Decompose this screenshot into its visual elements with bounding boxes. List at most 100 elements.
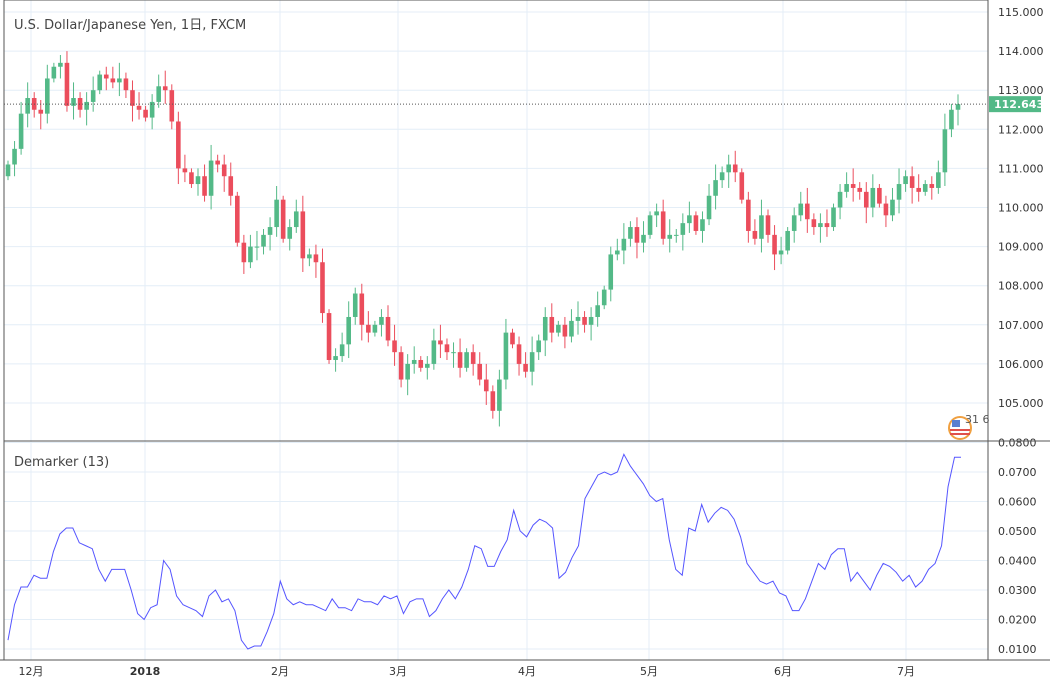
candle-body	[51, 66, 57, 79]
candle-body	[798, 203, 804, 216]
candle-body	[366, 324, 371, 333]
candle-body	[176, 121, 181, 169]
candle-body	[647, 215, 653, 235]
x-tick-label: 4月	[518, 665, 536, 678]
candle-body	[189, 172, 194, 185]
candle-body	[673, 234, 679, 236]
candle-body	[464, 352, 469, 368]
x-tick-label: 5月	[640, 665, 658, 678]
candle-body	[844, 184, 849, 192]
candle-body	[510, 332, 515, 345]
candle-body	[791, 215, 797, 231]
candle-body	[97, 74, 103, 91]
candle-body	[58, 62, 63, 67]
candle-body	[274, 199, 279, 228]
candle-body	[693, 215, 699, 231]
candle-body	[680, 223, 686, 235]
candle-body	[641, 234, 646, 243]
candle-body	[110, 78, 116, 83]
candle-body	[877, 187, 882, 204]
candle-body	[660, 211, 666, 239]
candle-body	[929, 184, 935, 188]
grid	[4, 0, 988, 660]
price-tick-label: 108.000	[998, 280, 1044, 293]
candle-body	[719, 172, 725, 181]
candle-body	[287, 227, 293, 239]
candle-body	[601, 289, 607, 306]
candle-body	[824, 223, 830, 228]
candle-body	[5, 164, 11, 177]
candle-body	[837, 191, 843, 208]
candle-body	[359, 293, 365, 325]
candle-body	[765, 215, 771, 235]
candle-body	[431, 340, 437, 364]
candle-body	[936, 172, 941, 188]
candle-body	[182, 168, 188, 173]
candle-body	[759, 215, 764, 239]
price-tick-label: 115.000	[998, 6, 1044, 19]
chart-title: U.S. Dollar/Japanese Yen, 1日, FXCM	[14, 18, 246, 33]
x-tick-label: 7月	[897, 665, 915, 678]
candle-body	[955, 104, 961, 110]
demarker-tick-label: 0.0200	[998, 614, 1037, 627]
candle-body	[149, 101, 155, 118]
candle-body	[811, 219, 817, 228]
candle-body	[123, 78, 129, 91]
demarker-tick-label: 0.0600	[998, 496, 1037, 509]
candle-body	[536, 340, 541, 353]
us-flag-event-icon[interactable]: 31 6	[948, 413, 990, 440]
candle-body	[588, 316, 594, 325]
candle-body	[739, 172, 745, 200]
candle-body	[241, 242, 247, 263]
candle-body	[352, 293, 358, 317]
demarker-tick-label: 0.0300	[998, 584, 1037, 597]
candle-body	[752, 230, 758, 239]
candle-body	[84, 101, 89, 110]
candle-body	[483, 379, 489, 392]
candle-body	[385, 316, 391, 341]
candle-body	[261, 234, 266, 247]
candle-body	[208, 160, 214, 196]
candle-body	[300, 211, 306, 259]
candle-body	[45, 78, 50, 114]
price-tick-label: 111.000	[998, 162, 1044, 175]
candle-body	[732, 164, 738, 173]
x-tick-label: 6月	[774, 665, 792, 678]
x-tick-label: 2018	[130, 665, 161, 678]
indicator-title[interactable]: Demarker (13)	[14, 455, 109, 470]
candle-body	[221, 164, 227, 177]
candle-body	[411, 359, 417, 364]
candle-body	[569, 320, 574, 337]
candle-body	[562, 324, 568, 337]
candle-body	[903, 176, 908, 185]
candle-body	[523, 363, 528, 372]
candle-body	[405, 363, 410, 380]
candle-body	[346, 316, 351, 345]
candle-body	[162, 86, 168, 91]
candle-body	[831, 207, 836, 228]
candle-body	[379, 316, 384, 325]
candle-body	[883, 203, 889, 216]
candle-body	[916, 187, 921, 192]
candle-body	[785, 230, 790, 251]
candle-body	[136, 105, 142, 110]
demarker-tick-label: 0.0800	[998, 437, 1037, 450]
candle-body	[267, 227, 273, 235]
price-tick-label: 113.000	[998, 84, 1044, 97]
candle-body	[333, 356, 338, 360]
candle-body	[667, 234, 673, 239]
candle-body	[117, 78, 122, 83]
candle-body	[529, 352, 535, 372]
candle-body	[103, 74, 109, 79]
demarker-pane	[7, 453, 961, 650]
candle-body	[293, 211, 299, 228]
candle-body	[922, 184, 928, 192]
price-tick-label: 114.000	[998, 45, 1044, 58]
candle-body	[25, 98, 30, 114]
candle-body	[470, 352, 476, 364]
candle-body	[805, 203, 810, 220]
price-tick-label: 109.000	[998, 241, 1044, 254]
candle-body	[549, 316, 555, 333]
